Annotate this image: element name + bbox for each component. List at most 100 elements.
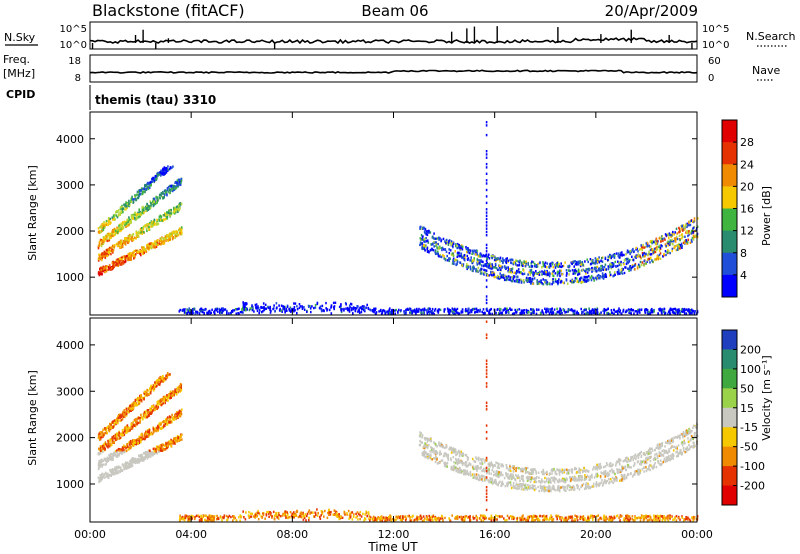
scatter-point [473, 257, 475, 260]
scatter-point [136, 213, 138, 216]
scatter-point [180, 181, 182, 184]
scatter-point [319, 305, 322, 308]
scatter-point [394, 312, 396, 315]
scatter-point [256, 306, 258, 309]
scatter-point [107, 217, 110, 220]
scatter-point [507, 310, 510, 314]
scatter-point [120, 208, 122, 212]
scatter-point [163, 240, 165, 243]
scatter-point [141, 457, 143, 460]
scatter-point [162, 196, 164, 200]
scatter-point [389, 307, 391, 310]
scatter-point [622, 308, 625, 312]
scatter-point [265, 307, 267, 310]
scatter-point [341, 307, 343, 311]
scatter-point [568, 264, 571, 267]
scatter-point [100, 462, 102, 465]
scatter-point [146, 244, 148, 247]
scatter-point [235, 312, 238, 315]
scatter-point [348, 310, 351, 313]
scatter-point [132, 420, 134, 424]
scatter-point [582, 280, 584, 284]
scatter-point [665, 234, 668, 237]
scatter-point [644, 311, 647, 314]
scatter-point [130, 465, 133, 468]
scatter-point [168, 236, 170, 240]
scatter-point [578, 272, 581, 276]
scatter-point [559, 309, 561, 313]
scatter-point [580, 262, 582, 265]
scatter-point [109, 250, 112, 253]
scatter-point [248, 308, 251, 312]
scatter-point [150, 204, 152, 208]
scatter-point [127, 430, 129, 433]
scatter-point [438, 238, 440, 241]
scatter-point [107, 266, 110, 269]
scatter-point [101, 460, 103, 463]
scatter-point [485, 179, 488, 182]
scatter-point [164, 193, 166, 196]
scatter-point [592, 277, 595, 280]
scatter-point [474, 311, 476, 314]
scatter-point [119, 466, 122, 470]
scatter-point [245, 309, 247, 312]
scatter-point [584, 260, 586, 263]
scatter-point [607, 255, 610, 258]
scatter-point [438, 236, 440, 239]
scatter-point [159, 171, 161, 174]
scatter-point [480, 264, 483, 267]
scatter-point [674, 307, 676, 311]
scatter-point [567, 265, 570, 268]
scatter-point [645, 252, 647, 256]
scatter-point [388, 310, 390, 313]
scatter-point [179, 183, 181, 187]
scatter-point [282, 305, 284, 308]
scatter-point [638, 248, 641, 251]
scatter-point [103, 238, 105, 241]
scatter-point [640, 245, 643, 249]
scatter-point [609, 312, 611, 316]
scatter-point [593, 311, 596, 315]
scatter-point [574, 260, 576, 263]
scatter-point [667, 250, 670, 253]
scatter-point [139, 250, 142, 253]
scatter-point [152, 242, 155, 245]
scatter-point [147, 208, 150, 211]
scatter-point [164, 235, 167, 238]
scatter-point [129, 446, 132, 450]
scatter-point [502, 261, 504, 265]
scatter-point [423, 307, 426, 310]
nsky-trace [89, 37, 698, 45]
scatter-point [159, 381, 162, 384]
scatter-point [106, 265, 108, 268]
y-tick-label: 3000 [56, 179, 84, 192]
scatter-point [610, 254, 612, 258]
scatter-point [473, 249, 476, 252]
scatter-point [559, 269, 561, 272]
scatter-point [618, 263, 621, 267]
scatter-point [426, 231, 429, 234]
scatter-point [636, 255, 638, 258]
scatter-point [598, 256, 600, 259]
scatter-point [505, 310, 508, 313]
scatter-point [525, 276, 528, 280]
scatter-point [568, 308, 570, 311]
scatter-point [660, 309, 663, 312]
cpid-label: CPID [6, 88, 35, 101]
scatter-point [597, 277, 600, 280]
scatter-point [104, 256, 107, 259]
scatter-point [498, 312, 501, 315]
scatter-point [659, 257, 662, 260]
scatter-point [361, 305, 364, 308]
scatter-point [168, 440, 170, 443]
scatter-point [321, 304, 324, 308]
scatter-point [550, 312, 553, 315]
scatter-point [100, 244, 103, 248]
scatter-point [616, 264, 619, 268]
scatter-point [125, 407, 128, 410]
scatter-point [97, 467, 100, 471]
scatter-point [553, 269, 555, 272]
scatter-point [174, 437, 176, 441]
scatter-point [431, 243, 433, 246]
